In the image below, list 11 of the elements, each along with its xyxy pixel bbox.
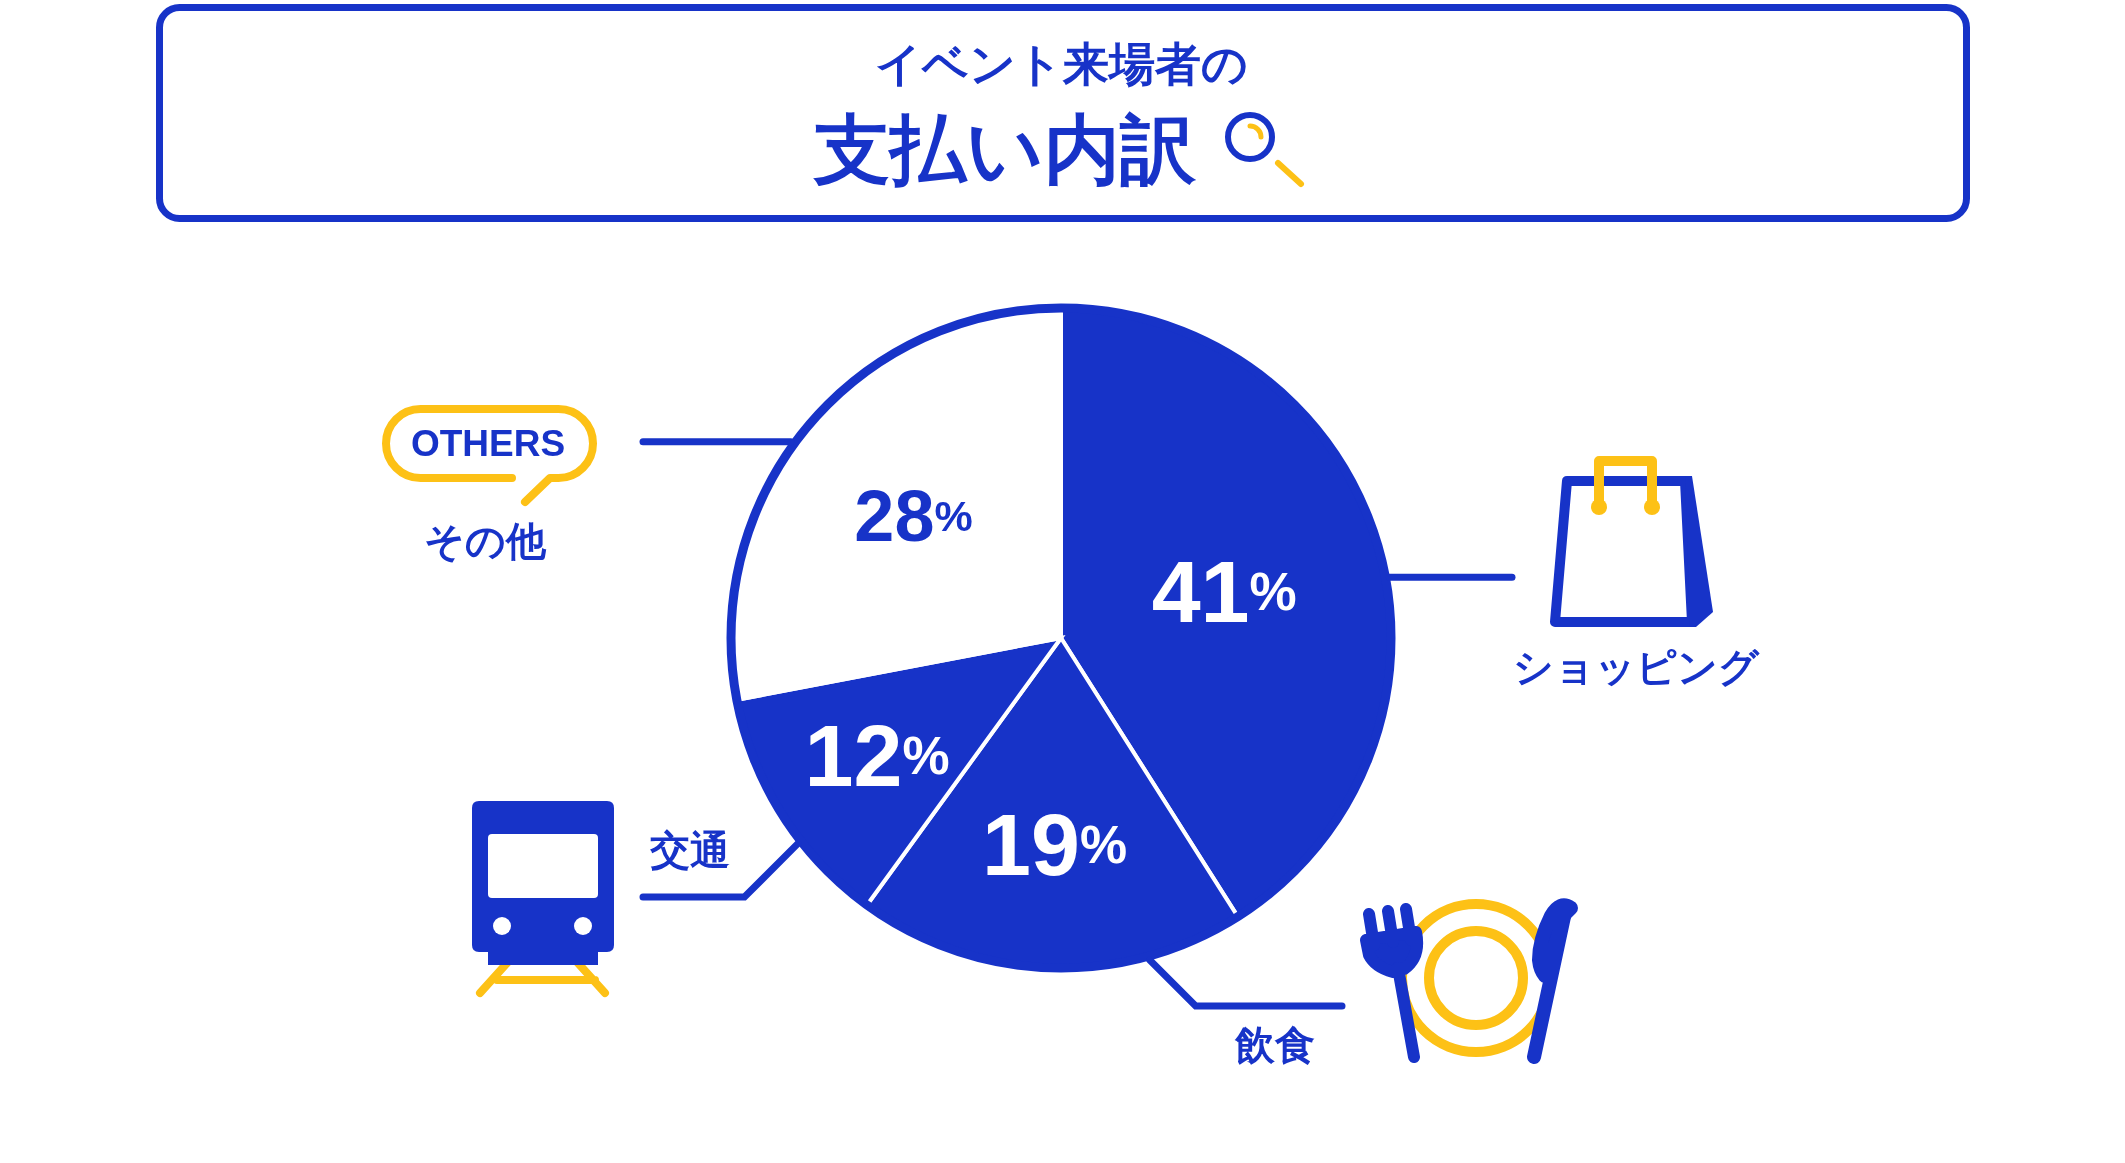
- chart-title: 支払い内訳: [813, 104, 1197, 194]
- text: OTHERS: [410, 422, 566, 464]
- data-label: 12%: [804, 705, 950, 805]
- slice-label: その他: [424, 518, 547, 564]
- data-label: 28%: [854, 476, 973, 556]
- slice-label: ショッピング: [1513, 644, 1760, 690]
- slice-label: 交通: [649, 827, 730, 873]
- chart-subtitle: イベント来場者の: [874, 37, 1248, 91]
- data-label: 41%: [1151, 541, 1297, 641]
- data-label: 19%: [982, 794, 1128, 894]
- slice-label: 飲食: [1234, 1022, 1315, 1068]
